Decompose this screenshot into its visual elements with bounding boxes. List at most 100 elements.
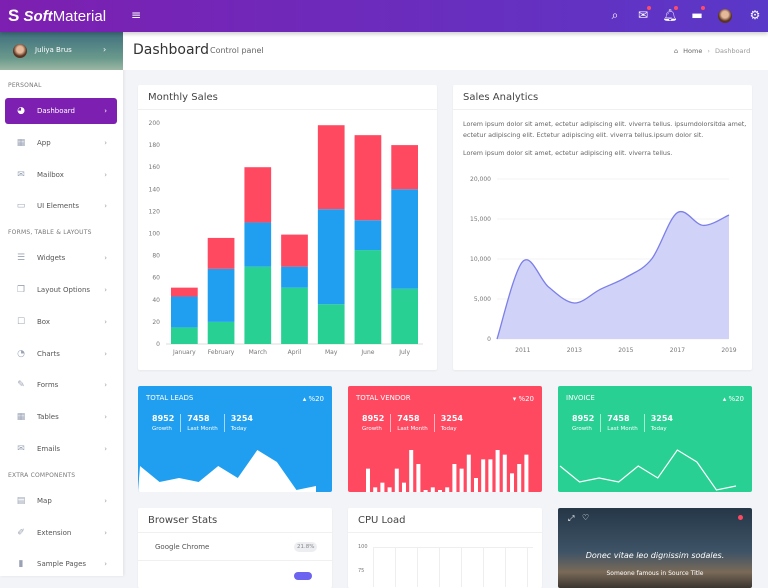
y-tick-label: 160 <box>149 164 161 171</box>
sidebar-item-label: Sample Pages <box>37 560 87 569</box>
stat-value-group: 7458 Last Month <box>600 414 643 432</box>
stat-value-group: 7458 Last Month <box>180 414 223 432</box>
top-navbar: S SoftMaterial ≡ ⌕ ✉ 🔔︎ ▬ ⚙ <box>0 0 768 32</box>
bar-segment <box>317 125 345 210</box>
chevron-right-icon: › <box>104 138 107 147</box>
y-tick-label: 15,000 <box>470 216 491 223</box>
x-tick-label: February <box>208 349 235 356</box>
stat-number: 3254 <box>650 414 673 423</box>
chevron-right-icon: › <box>104 286 107 294</box>
bell-icon[interactable]: 🔔︎ <box>662 6 678 22</box>
edit-icon: ✎ <box>17 380 25 391</box>
spark-bar <box>466 454 471 492</box>
chat-icon[interactable]: ▬ <box>689 6 705 22</box>
chevron-right-icon: › <box>104 349 107 358</box>
mail-icon[interactable]: ✉ <box>635 6 651 22</box>
sidebar-item-sample-pages[interactable]: ▮ Sample Pages › <box>5 551 117 577</box>
sidebar-item-charts[interactable]: ◔ Charts › <box>5 341 117 367</box>
card-title: Sales Analytics <box>463 92 539 103</box>
stat-value-group: 3254 Today <box>223 414 259 432</box>
stat-number: 3254 <box>230 414 253 423</box>
monthly-sales-chart: 0 20 40 60 80 100 120 140 160 180 200 January Februa… <box>149 120 423 356</box>
x-tick-label: April <box>288 349 302 356</box>
chevron-right-icon: › <box>104 202 107 211</box>
sidebar-item-emails[interactable]: ✉ Emails › <box>5 436 117 462</box>
sidebar-item-box[interactable]: ☐ Box › <box>5 309 117 335</box>
user-name: Juliya Brus <box>35 46 72 54</box>
y-tick-label: 5,000 <box>474 296 491 303</box>
user-panel[interactable]: Juliya Brus › <box>0 32 123 70</box>
x-tick-label: 2015 <box>618 347 633 354</box>
stat-label: Today <box>650 426 667 432</box>
stat-number: 7458 <box>187 414 210 423</box>
bar-segment <box>281 266 308 288</box>
sidebar-item-layout-options[interactable]: ❐ Layout Options › <box>5 277 117 303</box>
copy-icon: ❐ <box>16 285 26 295</box>
spark-bar <box>366 468 370 492</box>
bar-segment <box>354 250 382 344</box>
sidebar-item-extension[interactable]: ✐ Extension › <box>5 520 117 546</box>
monthly-sales-card: Monthly Sales 0 20 40 60 80 100 120 140 160 180 20… <box>138 85 437 370</box>
sidebar-item-app[interactable]: ▦ App › <box>5 130 117 156</box>
spark-bar <box>373 487 378 492</box>
bar-segment <box>281 287 308 344</box>
breadcrumb-home[interactable]: Home <box>683 47 703 55</box>
sidebar-item-map[interactable]: ▤ Map › <box>5 488 117 514</box>
sidebar-item-ui-elements[interactable]: ▭ UI Elements › <box>5 193 117 219</box>
x-tick-label: May <box>325 349 338 356</box>
chevron-right-icon: › <box>104 560 107 569</box>
y-tick-label: 60 <box>152 275 160 282</box>
sidebar-item-label: Box <box>37 317 51 326</box>
page-title: Dashboard <box>133 42 209 58</box>
heart-icon[interactable]: ♡ <box>582 513 590 522</box>
menu-icon[interactable]: ≡ <box>130 8 142 22</box>
analytics-text-2: Lorem ipsum dolor sit amet, ectetur adip… <box>463 149 673 157</box>
spark-bar <box>524 454 529 492</box>
sidebar-item-dashboard[interactable]: ◕ Dashboard › <box>5 98 117 124</box>
sidebar-item-label: Forms <box>37 381 59 390</box>
spark-bar <box>430 487 435 492</box>
sidebar-section-title: FORMS, TABLE & LAYOUTS <box>8 229 92 237</box>
area-fill <box>497 211 729 339</box>
spark-bar <box>502 454 507 492</box>
x-tick-label: July <box>398 349 410 356</box>
apps-icon: ▦ <box>16 137 26 148</box>
bar-segment <box>207 321 235 344</box>
sidebar-item-forms[interactable]: ✎ Forms › <box>5 372 117 398</box>
browser-name: Google Chrome <box>155 543 210 551</box>
x-tick-label: January <box>172 349 196 356</box>
sidebar-item-widgets[interactable]: ☰ Widgets › <box>5 245 117 271</box>
search-icon[interactable]: ⌕ <box>611 8 619 22</box>
expand-icon[interactable]: ⤢ <box>568 514 575 523</box>
brand-logo[interactable]: S SoftMaterial <box>8 6 107 25</box>
file-icon: ▮ <box>18 559 24 570</box>
bar-segment <box>171 296 198 328</box>
stat-percent: ▴ %20 <box>302 395 324 403</box>
sidebar-item-mailbox[interactable]: ✉ Mailbox › <box>5 162 117 188</box>
spark-bar <box>402 482 406 492</box>
sidebar-item-label: App <box>37 138 51 147</box>
page-header: Dashboard Control panel ⌂ Home › Dashboa… <box>123 32 768 70</box>
avatar[interactable] <box>718 9 732 23</box>
photo-caption: Donec vitae leo dignissim sodales. <box>585 551 725 560</box>
stat-value-group: 8952 Growth <box>146 414 180 432</box>
bar-segment <box>281 234 308 267</box>
status-dot <box>738 515 743 520</box>
spark-bar <box>394 468 399 492</box>
bar-segment <box>171 287 198 297</box>
x-tick-label: March <box>249 349 267 356</box>
spark-bar <box>452 464 457 492</box>
chevron-right-icon: › <box>104 528 107 537</box>
card-title: CPU Load <box>358 515 406 526</box>
chevron-right-icon: › <box>104 170 107 179</box>
sidebar-item-label: Layout Options <box>37 286 91 294</box>
card-title: Browser Stats <box>148 515 218 526</box>
y-tick-label: 140 <box>149 186 161 193</box>
spark-bar <box>423 490 428 492</box>
bar-segment <box>391 288 418 344</box>
sidebar-item-tables[interactable]: ▦ Tables › <box>5 404 117 430</box>
chevron-right-icon: › <box>103 45 107 54</box>
stat-label: Growth <box>362 426 382 432</box>
spark-bar <box>409 450 414 492</box>
gear-icon[interactable]: ⚙ <box>749 8 761 22</box>
